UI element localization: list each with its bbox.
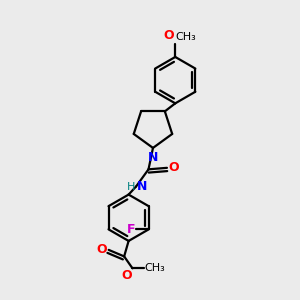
Text: N: N bbox=[136, 180, 147, 193]
Text: CH₃: CH₃ bbox=[145, 263, 165, 273]
Text: N: N bbox=[148, 152, 158, 164]
Text: H: H bbox=[127, 182, 135, 192]
Text: O: O bbox=[168, 161, 179, 174]
Text: O: O bbox=[163, 29, 174, 42]
Text: O: O bbox=[97, 243, 107, 256]
Text: O: O bbox=[121, 269, 132, 282]
Text: F: F bbox=[127, 223, 135, 236]
Text: CH₃: CH₃ bbox=[175, 32, 196, 42]
